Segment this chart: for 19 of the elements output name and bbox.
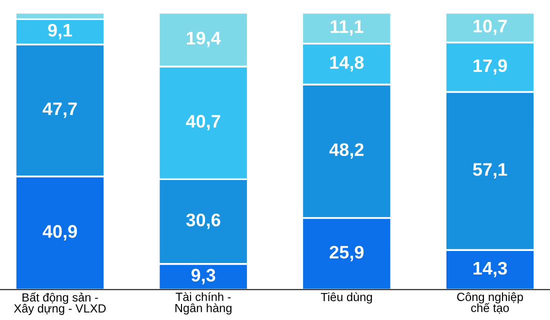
data-label: 57,1: [472, 163, 508, 178]
data-label: 40,7: [186, 114, 220, 130]
x-tick-label: Bất động sản - Xây dựng - VLXD: [14, 292, 106, 315]
data-label: 19,4: [186, 32, 221, 48]
data-label: 10,7: [474, 20, 507, 36]
data-label: 47,7: [42, 102, 77, 118]
data-label: 17,9: [474, 59, 507, 75]
x-tick-label: Tài chính - Ngân hàng: [175, 292, 232, 315]
data-label: 9,3: [191, 268, 216, 284]
data-label: 25,9: [330, 246, 364, 262]
data-label: 9,1: [48, 24, 72, 40]
data-label: 48,2: [329, 143, 364, 159]
x-tick-label: Tiêu dùng: [320, 292, 372, 304]
data-label: 40,9: [42, 225, 77, 240]
data-label: 14,3: [474, 262, 507, 278]
x-tick-label: Công nghiệp chế tạo: [457, 292, 523, 314]
data-label: 11,1: [330, 20, 364, 36]
data-label: 30,6: [186, 214, 220, 229]
data-label: 14,8: [330, 56, 364, 72]
